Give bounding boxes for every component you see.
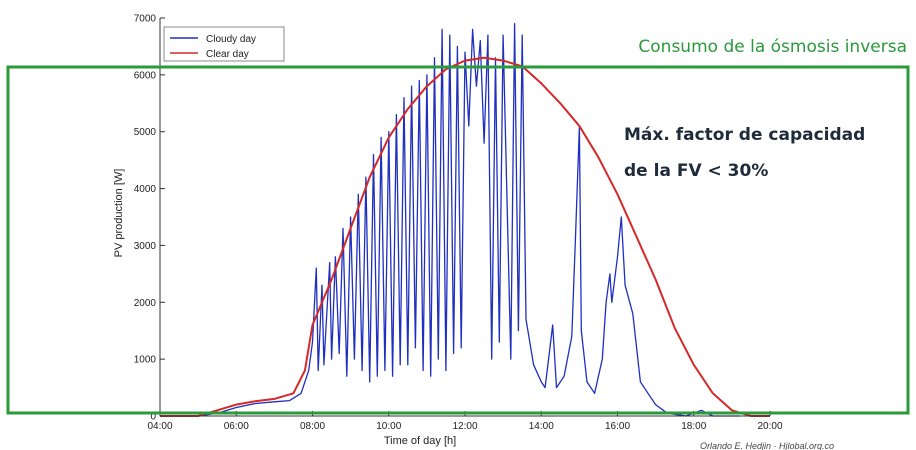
- image-credit: Orlando E. Hedjin · Hjlobal.org.co: [700, 441, 834, 450]
- y-tick-label: 7000: [134, 14, 157, 25]
- y-axis-title: PV production [W]: [113, 169, 125, 258]
- series-line-cloudy-day: [160, 23, 740, 417]
- plot-area: [160, 23, 770, 417]
- x-tick-label: 04:00: [147, 421, 172, 432]
- x-tick-label: 08:00: [300, 421, 325, 432]
- x-axis-title: Time of day [h]: [384, 435, 456, 447]
- legend-label-clear: Clear day: [206, 49, 249, 60]
- x-tick-label: 20:00: [757, 421, 782, 432]
- x-tick-label: 18:00: [681, 421, 706, 432]
- y-tick-label: 6000: [134, 70, 157, 81]
- capacity-note-line1: Máx. factor de capacidad: [624, 125, 865, 145]
- series-line-clear-day: [160, 56, 770, 417]
- y-tick-label: 5000: [134, 127, 157, 138]
- x-tick-label: 06:00: [224, 421, 249, 432]
- consumption-box: [6, 65, 910, 415]
- axes: 0 1000 2000 3000 4000 5000 6000 7000 04:00 06:00 0…: [134, 14, 783, 433]
- x-tick-label: 12:00: [452, 421, 477, 432]
- y-tick-label: 2000: [134, 298, 157, 309]
- consumption-label: Consumo de la ósmosis inversa: [638, 37, 907, 57]
- y-tick-label: 0: [150, 412, 156, 423]
- x-tick-label: 10:00: [376, 421, 401, 432]
- x-tick-label: 14:00: [529, 421, 554, 432]
- y-tick-label: 4000: [134, 184, 157, 195]
- y-tick-label: 1000: [134, 355, 157, 366]
- x-tick-label: 16:00: [605, 421, 630, 432]
- legend: Cloudy day Clear day: [163, 26, 285, 62]
- y-tick-label: 3000: [134, 241, 157, 252]
- capacity-note-line2: de la FV < 30%: [624, 161, 768, 181]
- legend-label-cloudy: Cloudy day: [206, 34, 256, 45]
